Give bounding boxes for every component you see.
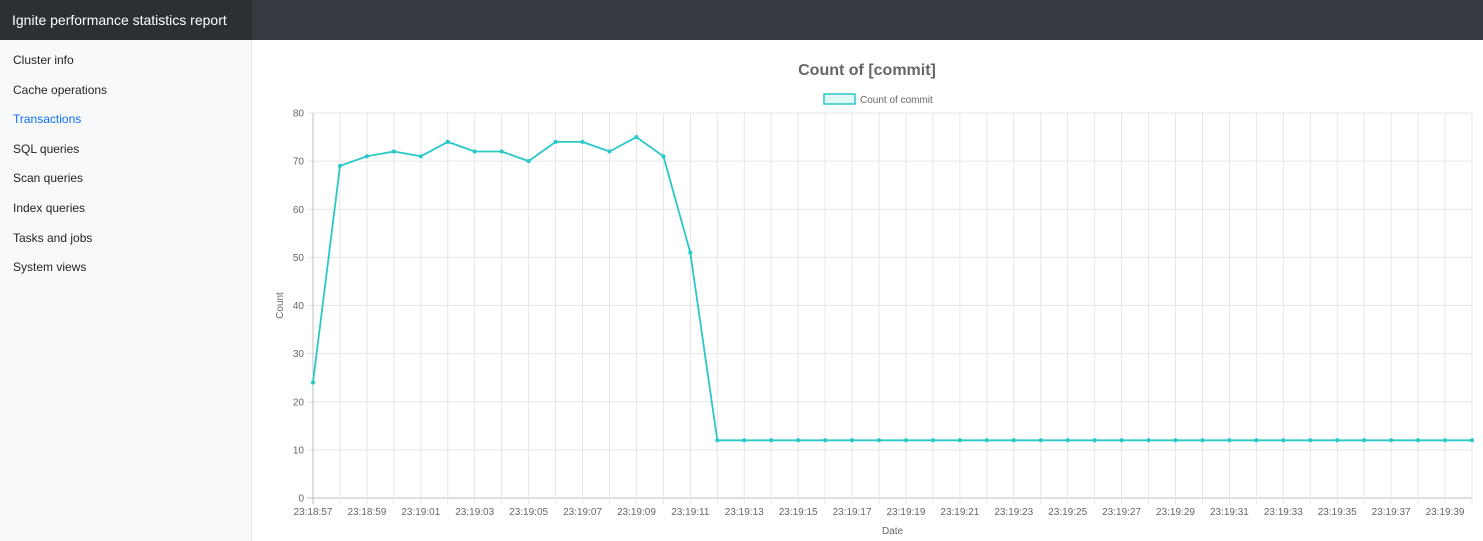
y-tick-label: 70 xyxy=(293,157,305,168)
data-point xyxy=(1254,438,1259,443)
sidebar-item-scan-queries[interactable]: Scan queries xyxy=(13,171,84,186)
data-point xyxy=(1065,438,1070,443)
x-tick-label: 23:19:27 xyxy=(1102,507,1141,518)
data-point xyxy=(634,134,639,140)
sidebar-item-transactions[interactable]: Transactions xyxy=(13,112,82,127)
x-tick-label: 23:19:11 xyxy=(671,507,710,518)
x-tick-label: 23:19:09 xyxy=(617,507,656,518)
data-point xyxy=(903,438,909,443)
sidebar-item-sql-queries[interactable]: SQL queries xyxy=(13,141,80,156)
legend-swatch xyxy=(823,93,856,105)
data-point xyxy=(1227,438,1232,443)
data-point xyxy=(823,438,828,443)
x-tick-label: 23:19:21 xyxy=(940,507,979,518)
data-point xyxy=(553,139,558,144)
sidebar: Cluster info Cache operations Transactio… xyxy=(0,40,252,541)
data-point xyxy=(930,438,936,443)
x-tick-label: 23:19:25 xyxy=(1048,507,1087,518)
data-point xyxy=(984,438,989,443)
y-tick-label: 60 xyxy=(293,205,305,216)
data-point xyxy=(1200,438,1205,443)
y-tick-label: 10 xyxy=(293,445,305,456)
y-tick-label: 50 xyxy=(293,253,305,264)
data-point xyxy=(337,163,343,169)
data-point xyxy=(715,438,720,443)
data-point xyxy=(472,149,477,154)
data-point xyxy=(1146,438,1151,443)
x-tick-label: 23:19:29 xyxy=(1156,507,1195,518)
data-point xyxy=(1442,438,1448,443)
data-point xyxy=(742,438,747,443)
data-point xyxy=(661,154,666,159)
data-point xyxy=(445,139,450,144)
sidebar-nav: Cluster info Cache operations Transactio… xyxy=(13,53,107,290)
data-point xyxy=(1389,438,1394,443)
data-point xyxy=(1335,438,1340,443)
y-tick-label: 30 xyxy=(293,349,305,360)
legend-label: Count of commit xyxy=(860,95,933,106)
data-point xyxy=(1038,438,1043,443)
data-point xyxy=(1362,438,1367,443)
data-point xyxy=(310,380,316,385)
data-point xyxy=(769,438,774,443)
x-tick-label: 23:19:13 xyxy=(725,507,764,518)
x-tick-label: 23:19:19 xyxy=(887,507,926,518)
data-point xyxy=(607,149,612,154)
x-tick-label: 23:19:37 xyxy=(1372,507,1411,518)
y-tick-label: 40 xyxy=(293,301,305,312)
chart-title: Count of [commit] xyxy=(798,62,936,79)
x-tick-label: 23:19:39 xyxy=(1426,507,1465,518)
commit-count-chart: Count of [commit] Count of commit 0 10 20 30 4… xyxy=(275,62,1475,537)
data-point xyxy=(957,438,962,443)
data-point xyxy=(1469,438,1475,443)
sidebar-item-cluster-info[interactable]: Cluster info xyxy=(13,53,74,67)
data-point xyxy=(391,149,396,154)
y-tick-label: 20 xyxy=(293,397,305,408)
x-axis-label: Date xyxy=(882,526,904,537)
x-tick-label: 23:19:03 xyxy=(455,507,494,518)
x-tick-label: 23:19:07 xyxy=(563,507,602,518)
x-tick-label: 23:18:59 xyxy=(347,507,386,518)
sidebar-item-index-queries[interactable]: Index queries xyxy=(13,200,86,215)
x-tick-label: 23:19:15 xyxy=(779,507,818,518)
data-point xyxy=(499,149,504,154)
app-title[interactable]: Ignite performance statistics report xyxy=(0,0,252,40)
data-point xyxy=(1308,438,1313,443)
data-point xyxy=(1415,438,1421,443)
sidebar-item-tasks-and-jobs[interactable]: Tasks and jobs xyxy=(13,230,93,245)
data-point xyxy=(418,154,423,159)
data-point xyxy=(1011,438,1016,443)
sidebar-item-cache-operations[interactable]: Cache operations xyxy=(13,82,108,97)
data-point xyxy=(526,159,531,164)
data-point xyxy=(364,154,370,159)
x-tick-label: 23:18:57 xyxy=(294,507,333,518)
series-line-commit xyxy=(312,136,1472,442)
x-tick-label: 23:19:23 xyxy=(994,507,1033,518)
data-point xyxy=(1092,438,1097,443)
top-navbar: Ignite performance statistics report xyxy=(0,0,1483,40)
data-point xyxy=(580,139,585,144)
data-point xyxy=(688,250,693,255)
x-tick-label: 23:19:05 xyxy=(509,507,548,518)
x-tick-label: 23:19:35 xyxy=(1318,507,1357,518)
data-point xyxy=(1119,438,1124,443)
data-point xyxy=(876,438,882,443)
data-point xyxy=(1173,438,1178,443)
data-point xyxy=(1281,438,1286,443)
sidebar-item-system-views[interactable]: System views xyxy=(13,260,87,275)
y-axis-label: Count xyxy=(275,292,286,319)
main-content: Count of [commit] Count of commit 0 10 20 30 4… xyxy=(252,40,1483,541)
x-tick-label: 23:19:31 xyxy=(1210,507,1249,518)
y-tick-label: 80 xyxy=(293,109,305,120)
data-point xyxy=(849,438,855,443)
x-tick-label: 23:19:01 xyxy=(401,507,440,518)
data-point xyxy=(796,438,801,443)
x-tick-label: 23:19:17 xyxy=(833,507,872,518)
y-tick-label: 0 xyxy=(298,494,304,505)
x-tick-label: 23:19:33 xyxy=(1264,507,1303,518)
